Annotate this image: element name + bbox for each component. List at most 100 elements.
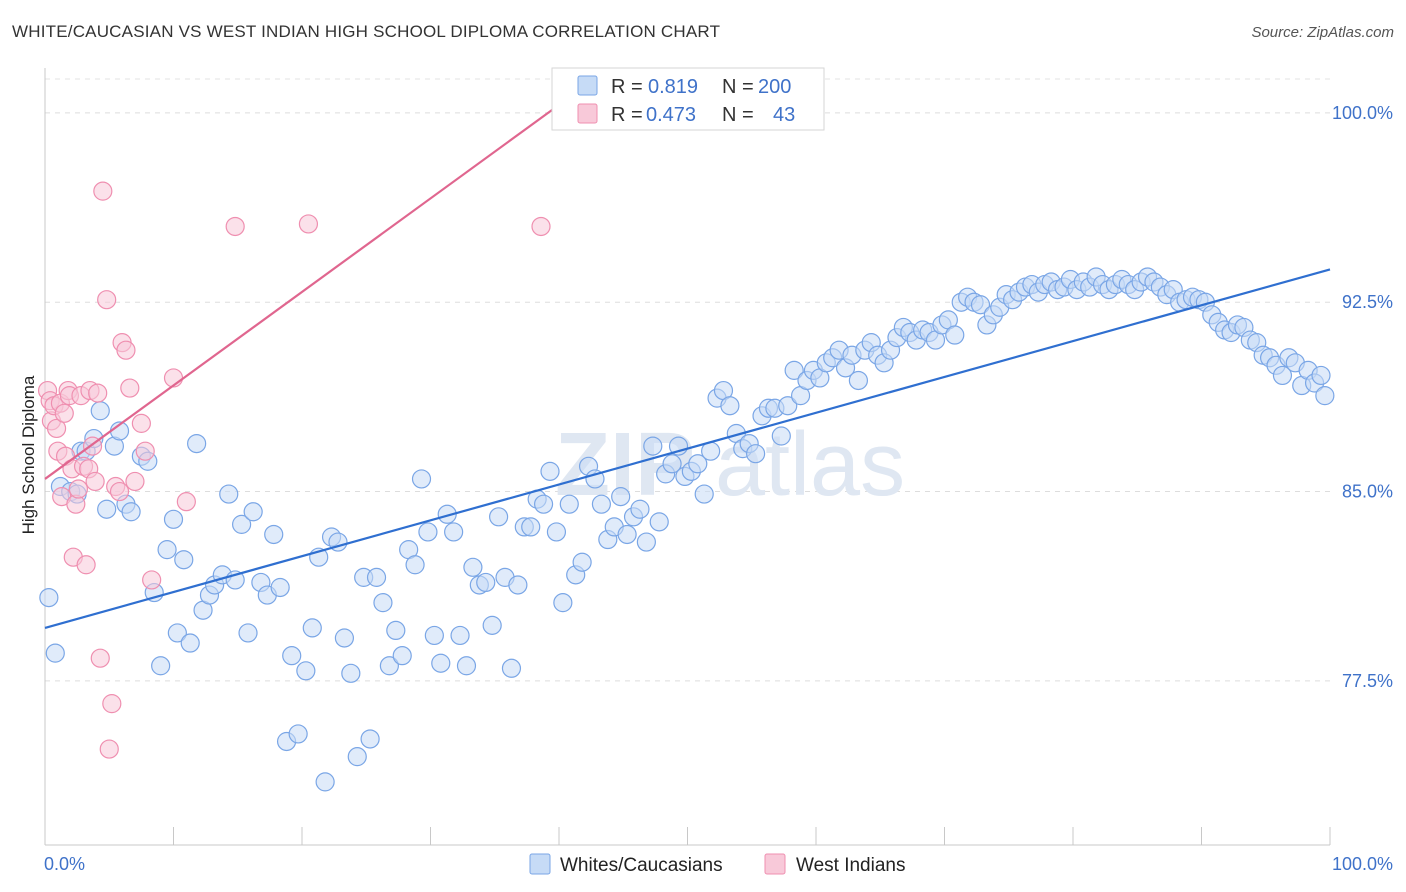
- white-point-72: [501, 658, 522, 678]
- trend-lines: [44, 99, 1331, 629]
- legend-r-label: R =: [611, 76, 643, 98]
- white-point-114: [771, 426, 791, 446]
- white-point-61: [431, 653, 451, 673]
- white-point-198: [1311, 365, 1331, 386]
- west-indian-point-28: [102, 694, 122, 714]
- white-point-102: [694, 484, 714, 504]
- west-indian-point-39: [176, 492, 196, 512]
- legend-r-label-2: R =: [611, 104, 643, 126]
- y-tick-label-1: 85.0%: [1342, 482, 1393, 502]
- y-tick-label-2: 92.5%: [1342, 292, 1393, 312]
- white-point-83: [572, 552, 592, 572]
- white-point-115: [778, 396, 798, 416]
- white-point-21: [174, 550, 194, 570]
- bottom-legend-swatch-whites: [529, 853, 551, 875]
- white-point-66: [463, 557, 483, 577]
- white-point-63: [444, 522, 464, 542]
- white-point-69: [482, 615, 502, 635]
- west-indian-point-8: [54, 403, 74, 423]
- white-point-54: [386, 620, 406, 641]
- data-points: [37, 181, 1335, 792]
- white-point-51: [366, 567, 387, 587]
- white-point-28: [219, 484, 239, 504]
- source-label: Source: ZipAtlas.com: [1251, 24, 1394, 41]
- legend-r-value-west-indians: 0.473: [646, 104, 696, 126]
- x-tick-label-1: 100.0%: [1332, 854, 1393, 874]
- white-point-55: [392, 646, 412, 666]
- white-point-40: [296, 661, 316, 681]
- white-point-199: [1315, 386, 1335, 406]
- y-tick-labels: 77.5% 85.0% 92.5% 100.0%: [1332, 103, 1393, 691]
- white-point-92: [630, 499, 650, 519]
- west-indian-point-33: [120, 378, 140, 398]
- white-point-31: [238, 623, 258, 643]
- white-point-64: [450, 625, 470, 646]
- white-point-60: [424, 625, 444, 646]
- series-legend: Whites/Caucasians West Indians: [529, 853, 905, 876]
- west-indian-point-30: [109, 481, 130, 502]
- white-point-19: [163, 509, 184, 529]
- y-tick-label-0: 77.5%: [1342, 671, 1393, 691]
- white-point-39: [288, 724, 308, 744]
- west-indian-point-25: [93, 181, 113, 201]
- white-point-145: [970, 295, 991, 315]
- white-point-22: [180, 633, 200, 653]
- x-tick-label-0: 0.0%: [44, 854, 85, 874]
- white-point-47: [341, 663, 361, 683]
- west-indian-point-15: [68, 479, 89, 499]
- white-point-110: [746, 444, 766, 464]
- chart-title: WHITE/CAUCASIAN VS WEST INDIAN HIGH SCHO…: [12, 22, 721, 41]
- white-point-9: [97, 499, 117, 519]
- white-point-78: [540, 461, 560, 481]
- bottom-legend-swatch-west-indians: [764, 853, 786, 875]
- west-indian-point-34: [125, 471, 145, 492]
- white-point-77: [533, 494, 554, 514]
- white-point-73: [508, 575, 528, 595]
- white-point-57: [405, 555, 425, 575]
- white-point-106: [720, 396, 740, 416]
- white-point-192: [1272, 365, 1293, 386]
- white-point-116: [784, 360, 804, 380]
- west-indian-point-35: [131, 413, 151, 433]
- legend-n-value-west-indians: 43: [773, 104, 795, 126]
- white-point-18: [157, 540, 177, 560]
- west-indian-point-32: [116, 340, 136, 360]
- white-point-8: [90, 401, 110, 421]
- white-point-46: [334, 628, 355, 648]
- legend-n-label: N =: [722, 76, 754, 98]
- stats-legend: R = 0.819 N = 200 R = 0.473 N = 43: [551, 67, 825, 131]
- bottom-legend-label-west-indians: West Indians: [796, 855, 905, 876]
- white-point-86: [591, 494, 612, 514]
- white-point-0: [39, 587, 59, 608]
- west-indian-point-40: [225, 216, 245, 237]
- white-point-50: [360, 729, 380, 749]
- white-point-52: [373, 593, 393, 613]
- white-point-20: [167, 623, 187, 643]
- legend-n-label-2: N =: [722, 104, 754, 126]
- west-indian-point-37: [142, 570, 162, 590]
- trend-line-west-indians: [44, 99, 567, 480]
- y-tick-label-3: 100.0%: [1332, 103, 1393, 123]
- gridlines: [45, 78, 1330, 682]
- white-point-94: [643, 436, 663, 456]
- white-point-68: [476, 572, 496, 593]
- west-indian-point-26: [97, 290, 117, 310]
- white-point-23: [187, 433, 207, 454]
- white-point-93: [636, 532, 656, 552]
- white-point-65: [456, 656, 477, 676]
- white-point-48: [347, 747, 367, 767]
- white-point-75: [521, 517, 541, 537]
- bottom-legend-label-whites: Whites/Caucasians: [560, 855, 723, 876]
- white-point-95: [649, 512, 669, 532]
- white-point-17: [151, 656, 171, 676]
- trend-line-whites: [44, 268, 1331, 629]
- legend-r-value-whites: 0.819: [648, 76, 698, 98]
- white-point-43: [315, 772, 335, 792]
- white-point-38: [282, 646, 302, 666]
- west-indian-point-27: [99, 739, 119, 759]
- west-indian-point-18: [76, 555, 96, 575]
- legend-swatch-west-indians: [577, 103, 598, 124]
- west-indian-point-42: [531, 216, 551, 237]
- west-indian-point-22: [85, 471, 105, 492]
